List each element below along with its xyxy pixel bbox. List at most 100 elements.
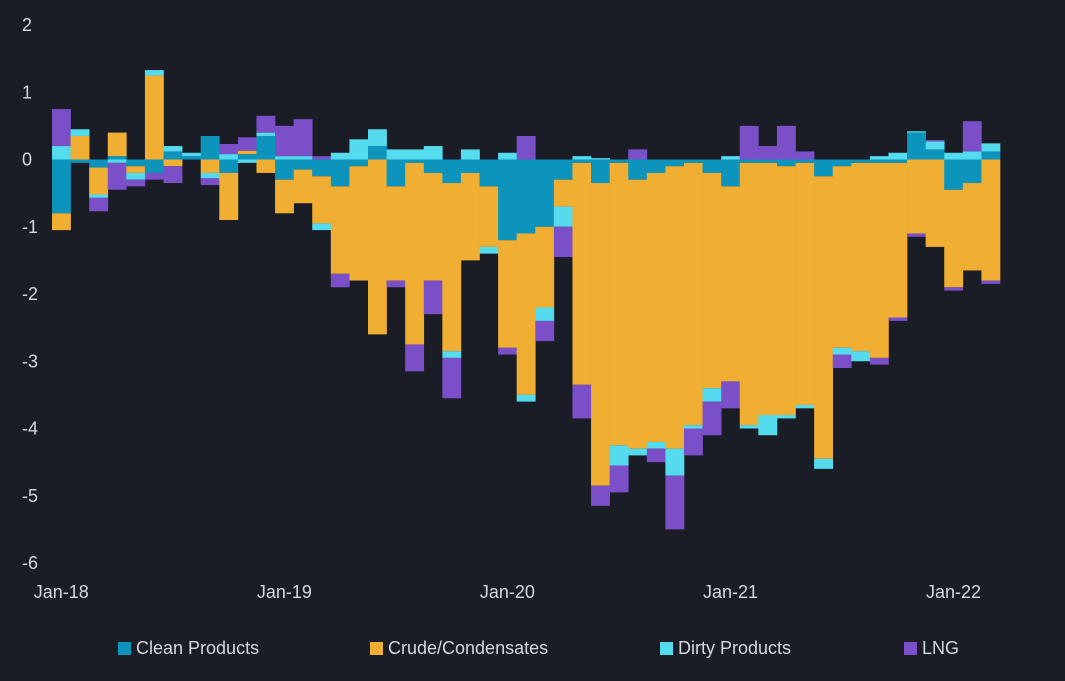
bar-crude-condensates-6: [163, 159, 183, 167]
bar-crude-condensates-30: [609, 162, 629, 446]
bar-lng-42: [832, 354, 852, 368]
bar-dirty-products-9: [219, 154, 239, 160]
bar-crude-condensates-17: [368, 159, 387, 335]
bar-dirty-products-34: [684, 425, 703, 429]
bar-clean-products-36: [721, 159, 741, 187]
bar-crude-condensates-46: [907, 159, 926, 234]
y-tick-label: -2: [22, 284, 38, 304]
bar-clean-products-13: [293, 159, 313, 170]
bar-crude-condensates-50: [981, 159, 1001, 281]
bar-clean-products-43: [851, 159, 871, 163]
bar-lng-44: [869, 357, 889, 365]
bar-dirty-products-46: [907, 131, 926, 133]
bar-clean-products-6: [163, 151, 183, 160]
bar-crude-condensates-42: [832, 166, 852, 348]
legend: Clean Products Crude/Condensates Dirty Pro…: [0, 638, 1065, 668]
bar-crude-condensates-33: [665, 166, 685, 449]
bar-lng-24: [498, 347, 518, 355]
bar-clean-products-28: [572, 159, 592, 163]
bar-clean-products-12: [275, 159, 294, 180]
bar-crude-condensates-9: [219, 172, 239, 221]
bar-crude-condensates-38: [758, 162, 778, 416]
bar-clean-products-31: [628, 159, 648, 180]
bar-lng-0: [52, 109, 71, 147]
bar-clean-products-14: [312, 159, 332, 177]
bar-crude-condensates-36: [721, 186, 741, 382]
bar-dirty-products-44: [869, 156, 889, 160]
bar-dirty-products-38: [758, 415, 778, 436]
bar-lng-46: [907, 233, 926, 237]
bar-lng-5: [144, 172, 164, 180]
bar-clean-products-10: [237, 154, 257, 160]
bar-lng-40: [795, 151, 815, 160]
bar-lng-37: [739, 125, 759, 160]
bar-dirty-products-0: [52, 146, 71, 160]
bar-dirty-products-12: [275, 156, 294, 160]
legend-label: Crude/Condensates: [388, 638, 549, 658]
bar-clean-products-26: [535, 159, 555, 227]
bar-dirty-products-5: [144, 70, 164, 76]
bar-crude-condensates-44: [869, 162, 889, 358]
bar-crude-condensates-15: [330, 186, 350, 274]
x-tick-label: Jan-18: [34, 582, 89, 602]
y-tick-label: -6: [22, 553, 38, 573]
bar-crude-condensates-23: [479, 186, 499, 247]
y-tick-label: -5: [22, 486, 38, 506]
legend-item[interactable]: Crude/Condensates: [370, 638, 548, 659]
bar-clean-products-30: [609, 159, 629, 163]
x-tick-label: Jan-19: [257, 582, 312, 602]
legend-label: Clean Products: [136, 638, 260, 658]
bar-crude-condensates-8: [200, 159, 220, 173]
bar-dirty-products-27: [553, 206, 573, 227]
bar-lng-4: [126, 179, 146, 187]
bar-clean-products-34: [684, 159, 703, 163]
bar-crude-condensates-16: [349, 166, 369, 281]
bar-dirty-products-50: [981, 143, 1001, 152]
bar-lng-45: [888, 317, 908, 321]
bar-lng-27: [553, 226, 573, 258]
bar-lng-13: [293, 119, 313, 157]
bar-clean-products-9: [219, 159, 239, 173]
bar-crude-condensates-13: [293, 169, 313, 204]
legend-item[interactable]: Dirty Products: [660, 638, 791, 659]
bar-dirty-products-7: [182, 152, 202, 157]
bar-lng-34: [684, 428, 703, 456]
bar-dirty-products-48: [944, 152, 964, 160]
bar-crude-condensates-49: [962, 183, 982, 271]
bar-clean-products-24: [498, 159, 518, 241]
x-tick-label: Jan-21: [703, 582, 758, 602]
bar-dirty-products-45: [888, 152, 908, 160]
bar-dirty-products-6: [163, 146, 183, 152]
y-tick-label: -4: [22, 419, 38, 439]
x-tick-label: Jan-22: [926, 582, 981, 602]
bar-dirty-products-36: [721, 156, 741, 160]
bar-dirty-products-43: [851, 351, 871, 362]
bar-dirty-products-14: [312, 223, 332, 231]
bar-crude-condensates-25: [516, 233, 536, 395]
bar-clean-products-18: [386, 159, 406, 187]
legend-item[interactable]: Clean Products: [118, 638, 259, 659]
bar-lng-10: [237, 137, 257, 151]
bar-clean-products-5: [144, 159, 164, 173]
bar-dirty-products-18: [386, 149, 406, 160]
bar-crude-condensates-1: [70, 135, 90, 160]
bar-lng-12: [275, 125, 294, 157]
legend-swatch: [660, 642, 673, 655]
bar-clean-products-22: [460, 159, 480, 173]
legend-swatch: [370, 642, 383, 655]
bar-clean-products-1: [70, 159, 90, 163]
bar-clean-products-11: [256, 135, 276, 160]
legend-item[interactable]: LNG: [904, 638, 959, 659]
y-axis: 2 1 0 -1 -2 -3 -4 -5 -6: [22, 15, 38, 573]
bar-clean-products-0: [52, 159, 71, 214]
bar-crude-condensates-28: [572, 162, 592, 385]
bar-crude-condensates-0: [52, 213, 71, 231]
bar-dirty-products-23: [479, 246, 499, 254]
bar-dirty-products-47: [925, 141, 945, 150]
bar-dirty-products-28: [572, 156, 592, 160]
legend-label: LNG: [922, 638, 960, 658]
bar-lng-48: [944, 287, 964, 291]
stacked-bar-chart: 2 1 0 -1 -2 -3 -4 -5 -6 Jan-18 Jan-19 Jan-20 Jan-21…: [22, 15, 1001, 602]
bar-crude-condensates-32: [646, 172, 666, 442]
bar-clean-products-8: [200, 135, 220, 160]
